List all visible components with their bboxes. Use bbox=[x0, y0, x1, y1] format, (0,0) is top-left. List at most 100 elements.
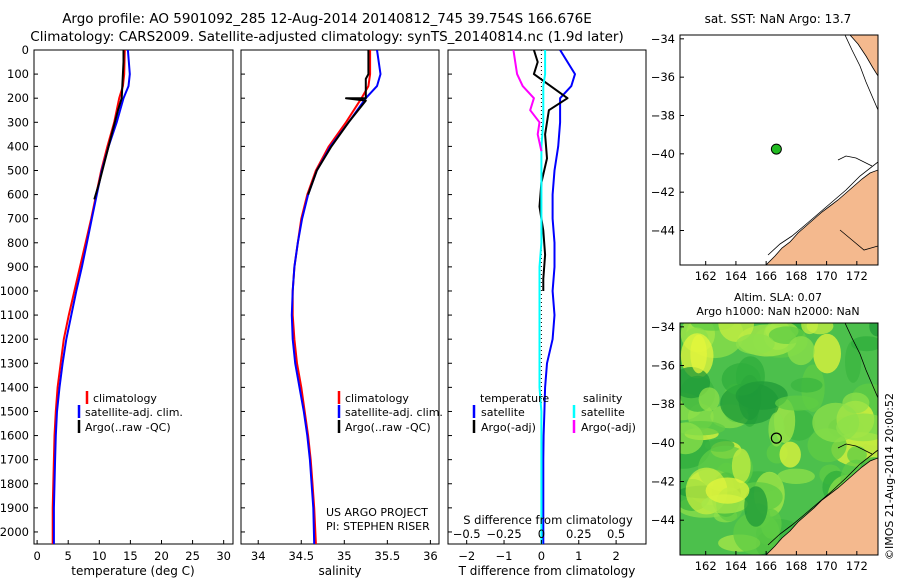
depth-tick-label: 1600 bbox=[0, 429, 29, 443]
sla-blob bbox=[775, 395, 819, 411]
imos-credit: ©IMOS 21-Aug-2014 20:00:52 bbox=[883, 393, 896, 560]
depth-axis: 0 100 200 300 400 500 600 700 800 900 1000 1100 1200… bbox=[0, 43, 452, 539]
depth-tick-label: 1700 bbox=[0, 453, 29, 467]
temperature-xlabel: temperature (deg C) bbox=[71, 564, 194, 578]
legend-label-climatology: climatology bbox=[93, 392, 157, 405]
depth-tick-label: 1400 bbox=[0, 380, 29, 394]
map-x-tick-label: 164 bbox=[725, 269, 747, 283]
salinity-xlabel: salinity bbox=[318, 564, 361, 578]
s-tick-label: −0.5 bbox=[453, 527, 481, 541]
map-x-tick-label: 162 bbox=[695, 559, 717, 573]
map-x-tick-label: 168 bbox=[785, 559, 807, 573]
bathymetry-contour-2000 bbox=[844, 35, 878, 111]
sla-blob bbox=[768, 412, 785, 447]
depth-tick-label: 1900 bbox=[0, 501, 29, 515]
depth-tick-label: 300 bbox=[7, 115, 29, 129]
depth-tick-label: 900 bbox=[7, 260, 29, 274]
depth-tick-label: 500 bbox=[7, 163, 29, 177]
map-x-tick-label: 168 bbox=[785, 269, 807, 283]
map-y-tick-label: −36 bbox=[651, 359, 675, 373]
x-tick-label: 34.5 bbox=[288, 549, 314, 563]
series-line bbox=[52, 50, 131, 544]
salinity-x-axis: 34 34.5 35 35.5 36 bbox=[251, 540, 438, 563]
difference-panel-frame bbox=[447, 49, 647, 545]
sla-blob bbox=[845, 340, 862, 383]
pi-annotation: PI: STEPHEN RISER bbox=[326, 520, 430, 533]
figure-title: Argo profile: AO 5901092_285 12-Aug-2014… bbox=[62, 11, 592, 27]
depth-tick-label: 0 bbox=[22, 43, 29, 57]
map-y-tick-label: −34 bbox=[651, 32, 675, 46]
legend-label-satellite: satellite-adj. clim. bbox=[85, 406, 183, 419]
difference-series bbox=[512, 50, 576, 544]
sla-blob bbox=[850, 336, 878, 352]
sla-map bbox=[680, 323, 878, 555]
s-tick-label: −0.25 bbox=[486, 527, 521, 541]
bathymetry-contour-1000 bbox=[767, 161, 878, 256]
land-south-island bbox=[765, 457, 878, 555]
s-difference-axis: −0.5 −0.25 0 0.25 0.5 bbox=[453, 527, 626, 541]
series-line bbox=[542, 50, 576, 544]
x-tick-label: 34 bbox=[251, 549, 266, 563]
map-x-tick-label: 172 bbox=[846, 269, 868, 283]
bathymetry-contour-4000 bbox=[839, 229, 878, 251]
x-tick-label: 20 bbox=[154, 549, 169, 563]
sla-blob bbox=[698, 387, 720, 412]
x-tick-label: 35 bbox=[337, 549, 352, 563]
map-y-tick-label: −40 bbox=[651, 436, 675, 450]
series-line bbox=[512, 50, 543, 152]
t-difference-xlabel: T difference from climatology bbox=[458, 564, 636, 578]
bathymetry-contour-1000 bbox=[767, 449, 878, 546]
map-x-tick-label: 166 bbox=[755, 269, 777, 283]
legend-label-s-satellite: satellite bbox=[581, 406, 625, 419]
legend-label-climatology: climatology bbox=[345, 392, 409, 405]
depth-tick-label: 600 bbox=[7, 188, 29, 202]
series-line bbox=[291, 50, 372, 544]
sla-map-frame bbox=[679, 322, 879, 556]
map-x-tick-label: 170 bbox=[816, 559, 838, 573]
sst-map-frame bbox=[679, 34, 879, 266]
depth-tick-label: 1300 bbox=[0, 356, 29, 370]
argo-float-marker bbox=[770, 143, 782, 155]
bathymetry-contour-2000 bbox=[844, 323, 878, 399]
temperature-legend: climatology satellite-adj. clim. Argo(..… bbox=[77, 391, 183, 434]
x-tick-label: 0 bbox=[33, 549, 40, 563]
series-line bbox=[290, 50, 382, 544]
map-x-tick-label: 170 bbox=[816, 269, 838, 283]
series-line bbox=[93, 50, 125, 200]
sla-blob bbox=[735, 333, 775, 355]
series-line bbox=[51, 50, 126, 544]
sla-blob bbox=[801, 323, 818, 335]
s-tick-label: 0.25 bbox=[566, 527, 592, 541]
sla-map-axes: 162 164 166 168 170 172 −34 −36 −38 −40 −42 −44 bbox=[651, 320, 868, 573]
x-tick-label: 25 bbox=[185, 549, 200, 563]
legend-label-s-argo: Argo(-adj) bbox=[581, 421, 636, 434]
map-x-tick-label: 172 bbox=[846, 559, 868, 573]
sla-map-subtitle: Argo h1000: NaN h2000: NaN bbox=[696, 305, 859, 318]
depth-tick-label: 800 bbox=[7, 236, 29, 250]
depth-tick-label: 1500 bbox=[0, 404, 29, 418]
x-tick-label: 30 bbox=[216, 549, 231, 563]
depth-tick-label: 700 bbox=[7, 212, 29, 226]
map-y-tick-label: −42 bbox=[651, 475, 675, 489]
sla-map-title: Altim. SLA: 0.07 bbox=[734, 291, 822, 304]
map-y-tick-label: −40 bbox=[651, 147, 675, 161]
series-line bbox=[307, 50, 370, 195]
bathymetry-contour-3000 bbox=[837, 155, 873, 167]
depth-tick-label: 200 bbox=[7, 91, 29, 105]
legend-label-argo: Argo(..raw -QC) bbox=[85, 421, 171, 434]
legend-title-salinity: salinity bbox=[583, 392, 623, 405]
sla-blob bbox=[705, 477, 750, 504]
map-x-tick-label: 164 bbox=[725, 559, 747, 573]
x-tick-label: 5 bbox=[65, 549, 72, 563]
sla-blob bbox=[744, 486, 768, 527]
x-tick-label: 35.5 bbox=[375, 549, 401, 563]
depth-tick-label: 1000 bbox=[0, 284, 29, 298]
sla-blob bbox=[847, 446, 867, 464]
temperature-series bbox=[51, 50, 131, 544]
sla-blob bbox=[777, 468, 815, 484]
salinity-legend: climatology satellite-adj. clim. Argo(..… bbox=[326, 391, 443, 533]
map-y-tick-label: −44 bbox=[651, 513, 675, 527]
map-x-tick-label: 166 bbox=[755, 559, 777, 573]
t-difference-x-axis: −2 −1 0 1 2 bbox=[458, 540, 620, 563]
x-tick-label: 0 bbox=[538, 549, 545, 563]
